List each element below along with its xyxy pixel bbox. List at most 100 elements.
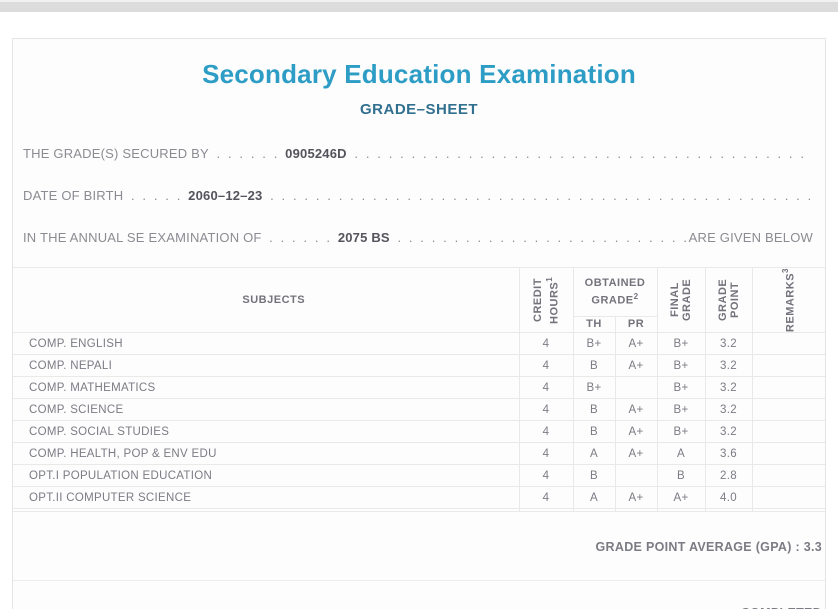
subject-cell: OPT.II COMPUTER SCIENCE: [13, 486, 520, 510]
credit-hours-cell: 4: [518, 354, 574, 378]
top-bar-highlight: [0, 0, 838, 2]
grades-table-header: SUBJECTS CREDIT HOURS1 OBTAINED GRADE2 F…: [13, 266, 825, 334]
column-header-theory: TH: [572, 315, 616, 334]
final-grade-cell: B+: [656, 398, 706, 422]
grade-point-cell: 3.6: [704, 442, 753, 466]
final-grade-cell: A: [656, 442, 706, 466]
credit-hours-cell: 4: [518, 332, 574, 356]
grade-point-cell: 3.2: [704, 354, 753, 378]
remarks-cell: [751, 376, 825, 400]
practical-grade-cell: [614, 464, 658, 488]
gpa-line: GRADE POINT AVERAGE (GPA) : 3.3: [13, 512, 825, 582]
subject-cell: COMP. HEALTH, POP & ENV EDU: [13, 442, 520, 466]
info-line-grades-secured-by: THE GRADE(S) SECURED BY . . . . . . 0905…: [13, 145, 825, 162]
theory-grade-cell: A: [572, 486, 616, 510]
practical-grade-cell: A+: [614, 420, 658, 444]
table-row: COMP. NEPALI 4 B A+ B+ 3.2: [13, 354, 825, 378]
column-header-practical: PR: [614, 315, 658, 334]
remarks-cell: [751, 464, 825, 488]
final-grade-cell: B: [656, 464, 706, 488]
date-of-birth-label: DATE OF BIRTH: [23, 188, 124, 203]
final-grade-label: FINAL GRADE: [669, 278, 693, 322]
theory-grade-cell: B+: [572, 332, 616, 356]
column-header-final-grade: FINAL GRADE: [656, 266, 706, 334]
theory-grade-cell: B: [572, 420, 616, 444]
practical-grade-cell: [614, 376, 658, 400]
table-row: OPT.I POPULATION EDUCATION 4 B B 2.8: [13, 464, 825, 488]
info-line-examination-year: IN THE ANNUAL SE EXAMINATION OF . . . . …: [13, 229, 825, 246]
dot-spacer: [262, 187, 270, 204]
info-line-date-of-birth: DATE OF BIRTH . . . . . 2060–12–23 . . .…: [13, 187, 825, 204]
practical-grade-cell: A+: [614, 398, 658, 422]
theory-grade-cell: B: [572, 398, 616, 422]
credit-hours-label: CREDIT HOURS: [531, 278, 561, 324]
dot-leader: . . . . . .: [261, 230, 338, 245]
dot-leader: . . . . . .: [208, 146, 286, 161]
are-given-below-label: ARE GIVEN BELOW: [685, 230, 813, 245]
subject-cell: OPT.I POPULATION EDUCATION: [13, 464, 520, 488]
subject-cell: COMP. SOCIAL STUDIES: [13, 420, 520, 444]
dot-leader-fill: . . . . . . . . . . . . . . . . . . . . …: [397, 230, 685, 245]
grade-sheet-subtitle: GRADE–SHEET: [359, 101, 479, 118]
subject-cell: COMP. NEPALI: [13, 354, 520, 378]
practical-grade-cell: A+: [614, 442, 658, 466]
remarks-footnote: 3: [781, 268, 791, 273]
theory-grade-cell: B+: [572, 376, 616, 400]
symbol-number-value: 0905246D: [285, 146, 347, 161]
table-row: COMP. MATHEMATICS 4 B+ B+ 3.2: [13, 376, 825, 400]
gpa-separator: :: [791, 540, 804, 555]
dot-spacer: [390, 229, 398, 246]
table-row: COMP. ENGLISH 4 B+ A+ B+ 3.2: [13, 332, 825, 356]
dot-leader: . . . . .: [123, 188, 189, 203]
dot-spacer: [347, 145, 355, 162]
practical-grade-cell: A+: [614, 354, 658, 378]
final-grade-cell: B+: [656, 354, 706, 378]
theory-grade-cell: A: [572, 442, 616, 466]
subject-cell: COMP. ENGLISH: [13, 332, 520, 356]
remarks-cell: [751, 354, 825, 378]
examination-label: IN THE ANNUAL SE EXAMINATION OF: [23, 230, 262, 245]
grade-point-label: GRADE POINT: [716, 278, 741, 322]
table-row: COMP. SOCIAL STUDIES 4 B A+ B+ 3.2: [13, 420, 825, 444]
theory-grade-cell: B: [572, 354, 616, 378]
page-title: Secondary Education Examination: [202, 59, 636, 89]
obtained-grade-label: OBTAINED GRADE: [584, 277, 646, 307]
dot-leader-fill: . . . . . . . . . . . . . . . . . . . . …: [270, 188, 812, 203]
table-row: OPT.II COMPUTER SCIENCE 4 A A+ A+ 4.0: [13, 486, 825, 510]
final-grade-cell: B+: [656, 420, 706, 444]
table-row: COMP. SCIENCE 4 B A+ B+ 3.2: [13, 398, 825, 422]
spacer-cell: [751, 508, 825, 513]
table-row: COMP. HEALTH, POP & ENV EDU 4 A A+ A 3.6: [13, 442, 825, 466]
examination-year-value: 2075 BS: [337, 230, 390, 245]
final-grade-cell: A+: [656, 486, 706, 510]
remarks-label: REMARKS: [785, 272, 798, 333]
column-header-obtained-grade: OBTAINED GRADE2: [572, 267, 658, 317]
grade-point-cell: 2.8: [704, 464, 753, 488]
practical-grade-cell: A+: [614, 332, 658, 356]
date-of-birth-value: 2060–12–23: [188, 188, 263, 203]
remarks-cell: [751, 486, 825, 510]
table-spacer-row: [13, 508, 825, 513]
subject-cell: COMP. SCIENCE: [13, 398, 520, 422]
gpa-label: GRADE POINT AVERAGE (GPA): [595, 540, 792, 555]
final-grade-cell: B+: [656, 376, 706, 400]
grade-point-cell: 3.2: [704, 420, 753, 444]
subject-cell: COMP. MATHEMATICS: [13, 376, 520, 400]
column-header-grade-point: GRADE POINT: [704, 266, 753, 334]
obtained-grade-footnote: 2: [633, 292, 639, 302]
gpa-value: 3.3: [803, 540, 822, 555]
grades-table: SUBJECTS CREDIT HOURS1 OBTAINED GRADE2 F…: [13, 266, 825, 513]
grades-secured-by-label: THE GRADE(S) SECURED BY: [23, 146, 209, 161]
grade-point-cell: 3.2: [704, 332, 753, 356]
column-header-credit-hours: CREDIT HOURS1: [518, 266, 574, 334]
final-grade-cell: B+: [656, 332, 706, 356]
grade-point-cell: 3.2: [704, 376, 753, 400]
practical-grade-cell: A+: [614, 486, 658, 510]
remarks-cell: [751, 332, 825, 356]
credit-hours-cell: 4: [518, 398, 574, 422]
credit-hours-cell: 4: [518, 376, 574, 400]
completed-status-label: COMPLETED: [741, 606, 822, 609]
grade-point-cell: 3.2: [704, 398, 753, 422]
remarks-cell: [751, 420, 825, 444]
